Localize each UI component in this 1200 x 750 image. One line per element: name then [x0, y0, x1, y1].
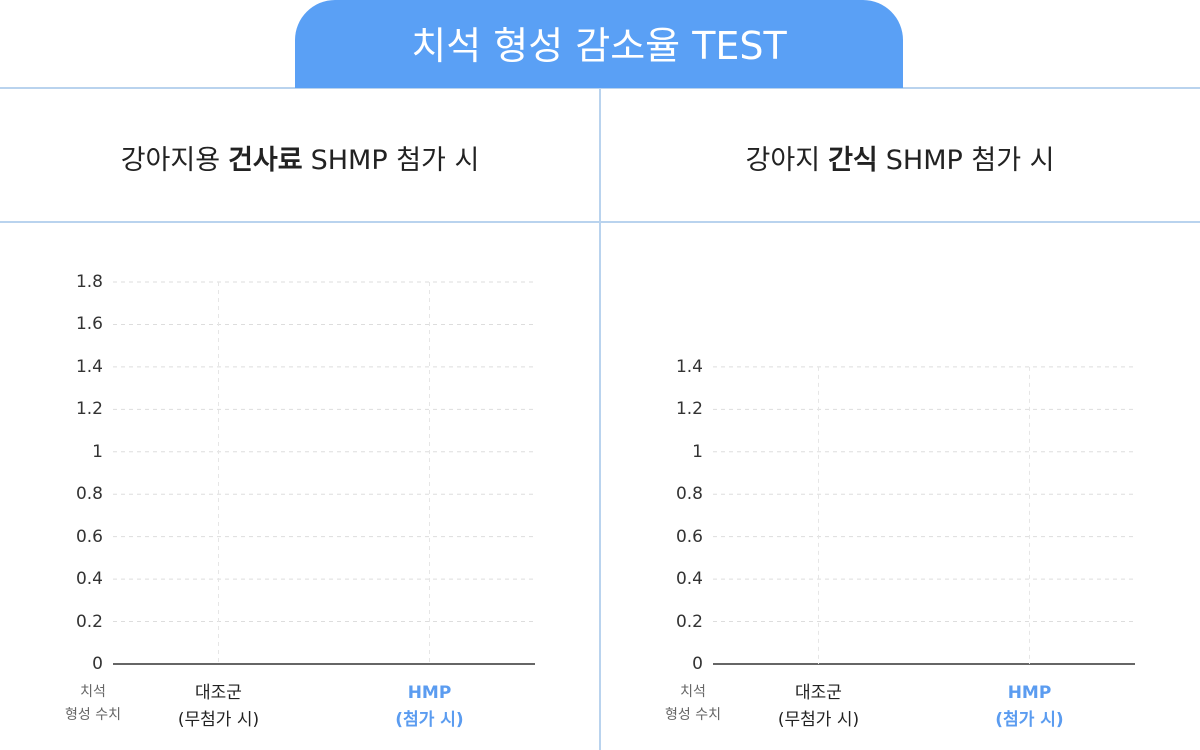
chart-title-part: SHMP 첨가 시 — [885, 145, 1055, 176]
chart-title-part: 간식 — [828, 145, 878, 176]
y-tick-label: 0.2 — [75, 611, 103, 632]
chart-title: 강아지 간식 SHMP 첨가 시 — [600, 138, 1200, 177]
chart-title-part: SHMP 첨가 시 — [310, 145, 480, 176]
y-tick-label: 1 — [92, 441, 103, 462]
y-tick-label: 0 — [692, 654, 703, 674]
y-axis-label: 치석 형성 수치 — [65, 684, 121, 723]
y-tick-label: 0.2 — [675, 611, 703, 632]
x-tick-label: HMP (첨가 시) — [395, 683, 464, 730]
x-tick-label: HMP (첨가 시) — [995, 683, 1064, 730]
y-tick-label: 1.2 — [675, 399, 703, 420]
y-tick-label: 1.6 — [75, 314, 103, 335]
chart-title-part: 건사료 — [228, 145, 303, 176]
chart-title-part: 강아지용 — [120, 145, 221, 176]
y-tick-label: 1.2 — [75, 399, 103, 420]
chart-title: 강아지용 건사료 SHMP 첨가 시 — [0, 138, 600, 177]
y-tick-label: 0 — [92, 654, 103, 674]
y-tick-label: 0.4 — [675, 569, 703, 590]
x-tick-label: 대조군 (무첨가 시) — [177, 683, 260, 730]
y-tick-label: 0.4 — [75, 569, 103, 590]
y-tick-label: 0.6 — [675, 526, 703, 547]
y-tick-label: 1.4 — [675, 356, 703, 377]
y-tick-label: 1 — [692, 441, 703, 462]
chart-title-part: 강아지 — [745, 145, 821, 176]
y-tick-label: 0.8 — [75, 484, 103, 505]
y-axis-label: 치석 형성 수치 — [665, 684, 721, 723]
header-title: 치석 형성 감소율 TEST — [295, 0, 903, 88]
x-tick-label: 대조군 (무첨가 시) — [777, 683, 860, 730]
y-tick-label: 1.8 — [75, 272, 103, 293]
y-tick-label: 0.6 — [75, 526, 103, 547]
y-tick-label: 0.8 — [675, 484, 703, 505]
y-tick-label: 1.4 — [75, 356, 103, 377]
